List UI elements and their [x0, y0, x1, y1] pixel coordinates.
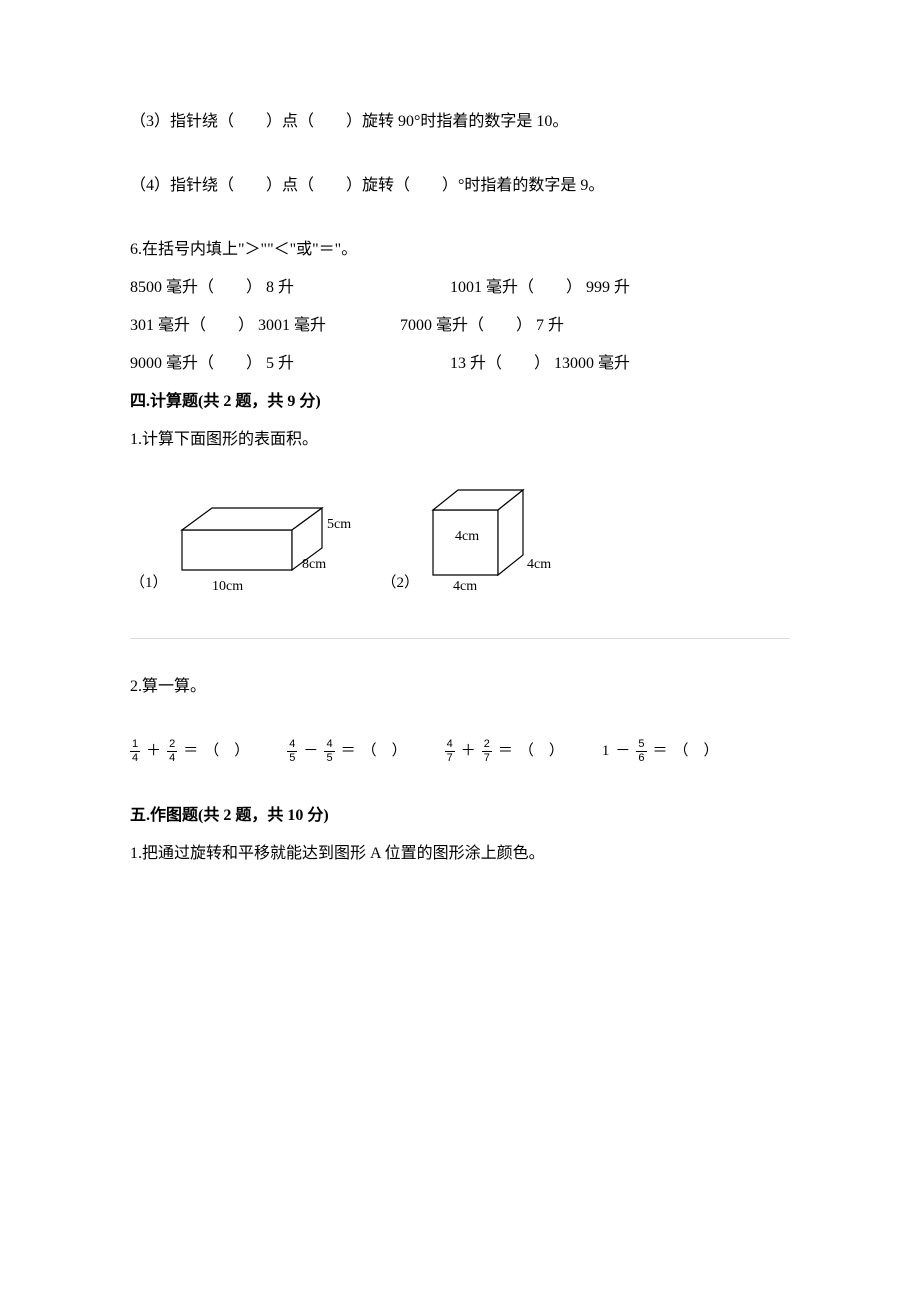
figure-2-label: （2） [382, 572, 420, 595]
frac-2a: 45 [287, 739, 297, 764]
paren-4: （ ） [674, 740, 719, 763]
section-4-q2: 2.算一算。 [130, 675, 790, 699]
cuboid-w-label: 10cm [212, 579, 243, 594]
figure-1-wrap: （1） 5cm 8cm 10cm [130, 490, 352, 600]
paren-1: （ ） [204, 740, 249, 763]
q6-row-3b: 13 升（ ） 13000 毫升 [450, 352, 630, 376]
cuboid-svg: 5cm 8cm 10cm [172, 490, 352, 600]
op-sub-2: － [303, 740, 318, 763]
q6-row-1: 8500 毫升（ ） 8 升 1001 毫升（ ） 999 升 [130, 276, 790, 300]
question-6-title: 6.在括号内填上"＞""＜"或"＝"。 [130, 238, 790, 262]
q6-row-2b: 7000 毫升（ ） 7 升 [400, 314, 564, 338]
section-4-q1: 1.计算下面图形的表面积。 [130, 428, 790, 452]
q6-row-3: 9000 毫升（ ） 5 升 13 升（ ） 13000 毫升 [130, 352, 790, 376]
op-add-3: ＋ [461, 740, 476, 763]
op-eq-1: ＝ [183, 740, 198, 763]
cube-right-label: 4cm [527, 557, 551, 572]
figures-row: （1） 5cm 8cm 10cm （2） 4cm 4cm 4cm [130, 480, 790, 600]
q6-row-1b: 1001 毫升（ ） 999 升 [450, 276, 630, 300]
frac-3a: 47 [445, 739, 455, 764]
question-4-text: （4）指针绕（ ）点（ ）旋转（ ）°时指着的数字是 9。 [130, 174, 790, 198]
calc-item-4: 1 － 56 ＝ （ ） [602, 739, 719, 764]
q6-row-2: 301 毫升（ ） 3001 毫升 7000 毫升（ ） 7 升 [130, 314, 790, 338]
op-sub-4: － [615, 740, 630, 763]
frac-1b: 24 [167, 739, 177, 764]
calc-item-2: 45 － 45 ＝ （ ） [287, 739, 406, 764]
op-eq-4: ＝ [653, 740, 668, 763]
frac-4b: 56 [636, 739, 646, 764]
op-eq-2: ＝ [341, 740, 356, 763]
frac-2b: 45 [324, 739, 334, 764]
q6-row-1a: 8500 毫升（ ） 8 升 [130, 276, 450, 300]
calc-row: 14 ＋ 24 ＝ （ ） 45 － 45 ＝ （ ） 47 ＋ 27 ＝ （ … [130, 739, 790, 764]
one-literal: 1 [602, 740, 610, 763]
section-5-title: 五.作图题(共 2 题，共 10 分) [130, 804, 790, 828]
cuboid-h-label: 5cm [327, 517, 351, 532]
cube-svg: 4cm 4cm 4cm [423, 480, 573, 600]
frac-3b: 27 [482, 739, 492, 764]
frac-1a: 14 [130, 739, 140, 764]
paren-3: （ ） [519, 740, 564, 763]
op-add-1: ＋ [146, 740, 161, 763]
op-eq-3: ＝ [498, 740, 513, 763]
section-4-title: 四.计算题(共 2 题，共 9 分) [130, 390, 790, 414]
section-5-q1: 1.把通过旋转和平移就能达到图形 A 位置的图形涂上颜色。 [130, 842, 790, 866]
question-3-text: （3）指针绕（ ）点（ ）旋转 90°时指着的数字是 10。 [130, 110, 790, 134]
figure-2-wrap: （2） 4cm 4cm 4cm [382, 480, 574, 600]
paren-2: （ ） [362, 740, 407, 763]
q6-row-3a: 9000 毫升（ ） 5 升 [130, 352, 450, 376]
cube-face-label: 4cm [455, 529, 479, 544]
cube-bottom-label: 4cm [453, 579, 477, 594]
q6-row-2a: 301 毫升（ ） 3001 毫升 [130, 314, 400, 338]
calc-item-1: 14 ＋ 24 ＝ （ ） [130, 739, 249, 764]
separator-line [130, 638, 790, 639]
figure-1-label: （1） [130, 572, 168, 595]
cuboid-d-label: 8cm [302, 557, 326, 572]
calc-item-3: 47 ＋ 27 ＝ （ ） [445, 739, 564, 764]
